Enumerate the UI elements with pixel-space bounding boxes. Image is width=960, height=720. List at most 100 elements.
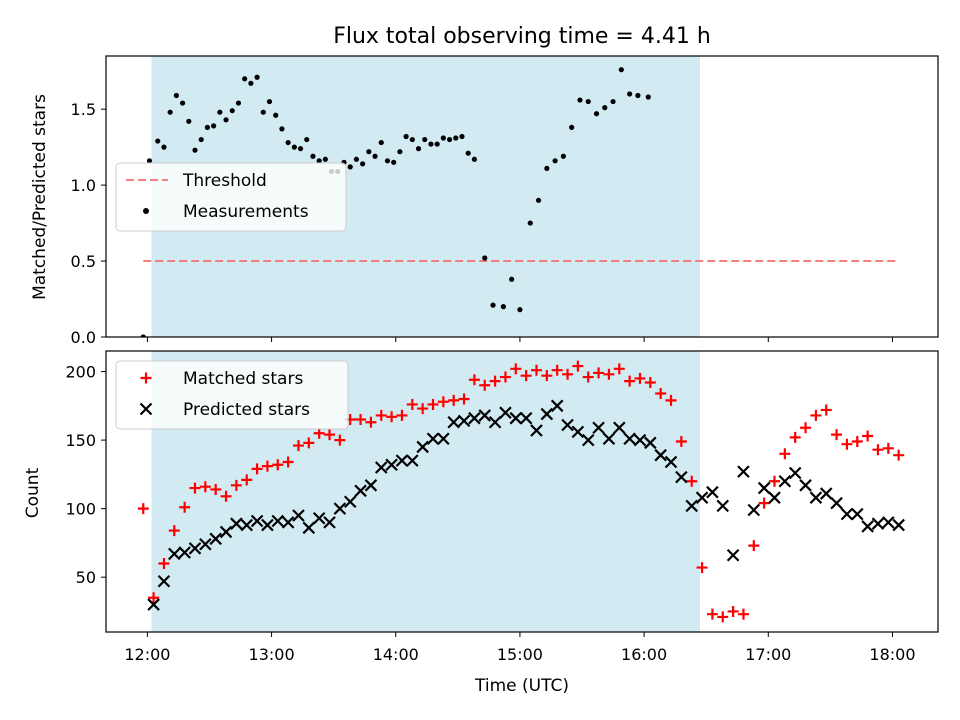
predicted-star-point — [571, 425, 585, 439]
matched-star-point — [479, 379, 491, 391]
matched-star-point — [893, 449, 905, 461]
measurement-point — [347, 164, 353, 170]
predicted-star-point — [147, 598, 160, 611]
matched-star-point — [810, 409, 822, 421]
legend-label: Predicted stars — [183, 400, 310, 420]
matched-star-point — [168, 525, 180, 537]
matched-star-point — [717, 611, 729, 623]
measurement-point — [173, 92, 179, 99]
predicted-star-point — [550, 399, 564, 413]
matched-star-point — [158, 557, 170, 569]
predicted-star-point — [716, 499, 730, 513]
matched-star-point — [831, 429, 843, 441]
matched-star-point — [572, 360, 584, 372]
matched-star-point — [737, 608, 749, 620]
predicted-star-point — [685, 499, 698, 513]
y-tick-label: 150 — [65, 431, 96, 450]
predicted-star-point — [457, 414, 471, 428]
matched-star-point — [199, 481, 211, 493]
matched-star-point — [230, 479, 242, 491]
matched-star-point — [468, 374, 480, 386]
matched-star-point — [417, 403, 429, 415]
measurement-point — [446, 136, 453, 143]
matched-star-point — [386, 411, 398, 423]
chart-title: Flux total observing time = 4.41 h — [333, 24, 711, 49]
predicted-star-point — [447, 416, 460, 429]
legend: Threshold Measurements — [115, 162, 347, 232]
matched-star-point — [800, 422, 812, 434]
matched-star-point — [634, 372, 646, 384]
matched-star-point — [189, 482, 201, 494]
predicted-star-point — [819, 487, 833, 500]
measurement-point — [217, 109, 223, 115]
predicted-star-point — [726, 548, 740, 562]
measurement-point — [273, 112, 279, 118]
matched-star-point — [562, 368, 574, 380]
predicted-star-point — [261, 518, 274, 532]
series-markers — [137, 360, 905, 623]
legend: Matched stars Predicted stars — [115, 360, 349, 430]
matched-star-point — [603, 368, 615, 380]
matched-star-point — [593, 367, 605, 379]
predicted-star-point — [768, 491, 781, 504]
measurement-point — [397, 149, 403, 155]
predicted-star-point — [664, 455, 678, 469]
matched-star-point — [303, 437, 315, 449]
predicted-star-point — [519, 411, 533, 425]
predicted-star-point — [209, 532, 222, 546]
measurement-point — [465, 150, 471, 156]
matched-star-point — [582, 371, 594, 383]
measurement-point — [360, 161, 366, 167]
predicted-star-point — [809, 491, 823, 504]
predicted-star-point — [240, 518, 254, 532]
matched-star-point — [448, 394, 460, 406]
measurement-point — [260, 109, 266, 115]
predicted-star-point — [157, 575, 171, 588]
measurement-point — [517, 307, 523, 313]
matched-star-point — [655, 387, 667, 399]
measurement-point — [192, 147, 198, 153]
predicted-star-point — [188, 542, 202, 555]
predicted-star-point — [499, 406, 512, 419]
matched-star-point — [375, 409, 387, 421]
series-dot — [140, 67, 651, 337]
measurement-point — [384, 158, 391, 164]
measurement-point — [459, 133, 465, 140]
matched-star-point — [140, 372, 152, 384]
matched-star-point — [820, 404, 832, 416]
predicted-star-point — [633, 433, 647, 447]
x-axis-label: Time (UTC) — [474, 676, 569, 696]
measurement-point — [535, 197, 542, 203]
predicted-star-point — [230, 517, 243, 530]
measurement-point — [179, 100, 186, 106]
measurement-point — [248, 80, 254, 86]
measurement-point — [403, 133, 409, 140]
measurement-point — [223, 117, 229, 123]
panel-frame — [105, 350, 939, 633]
predicted-star-point — [561, 418, 574, 432]
predicted-star-point — [799, 479, 812, 492]
predicted-star-point — [612, 421, 626, 435]
measurement-point — [490, 302, 496, 308]
predicted-star-point — [706, 485, 719, 499]
predicted-star-point — [840, 507, 854, 521]
matched-star-point — [272, 459, 284, 471]
y-tick-label: 50 — [76, 568, 96, 587]
measurement-point — [322, 156, 328, 162]
matched-star-point — [220, 490, 232, 502]
predicted-star-point — [178, 546, 191, 559]
plot-area: 0.0 0.5 1.0 1.5 Threshold Measurements 50 100 15… — [65, 55, 939, 664]
predicted-star-point — [509, 411, 523, 425]
matched-star-point — [530, 364, 542, 376]
matched-star-point — [261, 460, 273, 472]
matched-star-point — [458, 393, 470, 405]
x-tick-label: 13:00 — [249, 645, 295, 664]
x-tick-label: 16:00 — [621, 645, 667, 664]
matched-star-point — [148, 592, 160, 604]
matched-star-point — [210, 483, 222, 495]
matched-star-point — [644, 377, 656, 389]
matched-star-point — [313, 427, 325, 439]
predicted-star-point — [406, 454, 419, 467]
predicted-star-point — [488, 416, 502, 429]
